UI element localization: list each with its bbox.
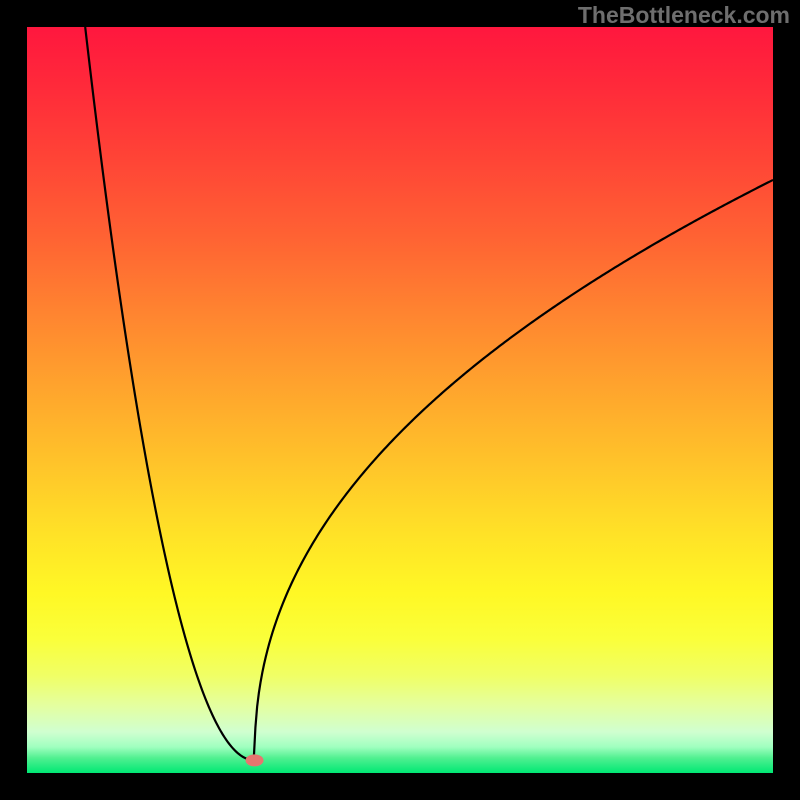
- bottleneck-chart: [27, 27, 773, 773]
- optimum-marker: [246, 754, 264, 766]
- chart-frame: TheBottleneck.com: [0, 0, 800, 800]
- gradient-background: [27, 27, 773, 773]
- watermark-text: TheBottleneck.com: [578, 2, 790, 29]
